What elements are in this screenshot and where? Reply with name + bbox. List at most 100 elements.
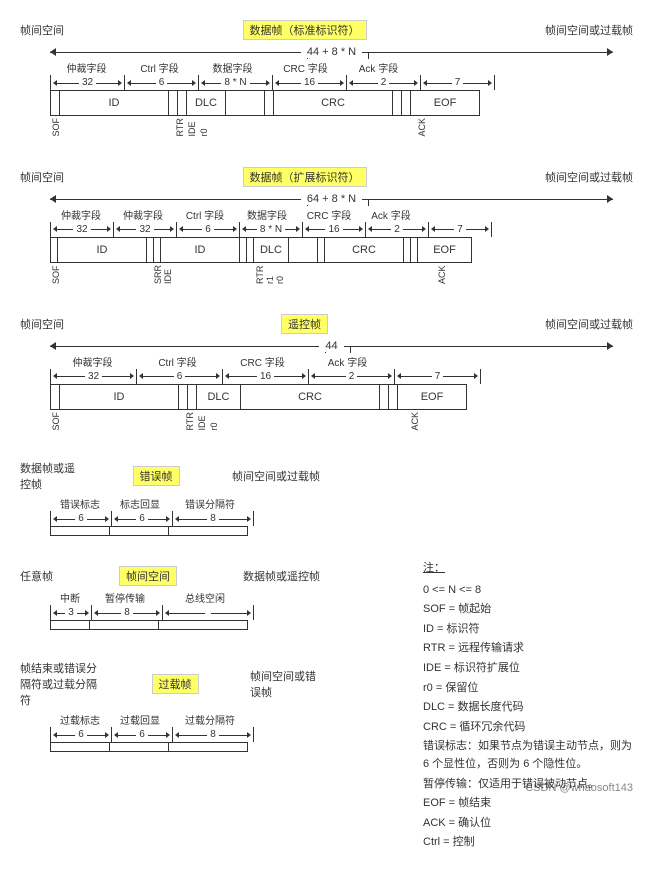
- r1-vlabel: r1: [264, 265, 274, 284]
- segment-label: 仲裁字段: [112, 207, 174, 222]
- overload-frame: 帧结束或错误分隔符或过载分隔符 过载帧 帧间空间或错误帧 过载标志过载回显过载分…: [20, 660, 320, 752]
- any-frame-label: 任意帧: [20, 568, 53, 584]
- vlabel: [440, 118, 512, 137]
- ifs-label: 帧间空间: [20, 22, 64, 38]
- ide-vlabel: IDE: [186, 118, 198, 137]
- crc-box: CRC: [324, 237, 404, 263]
- segment-label: 数据字段: [196, 60, 269, 75]
- segment-label: Ack 字段: [305, 354, 390, 369]
- vlabel: [62, 118, 174, 137]
- segment-label: 仲裁字段: [50, 60, 123, 75]
- eof-box: EOF: [410, 90, 480, 116]
- segment-label: CRC 字段: [269, 60, 342, 75]
- ifs-label: 帧间空间: [20, 316, 64, 332]
- segment-width: 32: [50, 222, 114, 237]
- segment-width: 6: [111, 511, 173, 526]
- r0-vlabel: r0: [198, 118, 240, 137]
- segment-box: [50, 742, 110, 752]
- segment-width: 8: [172, 727, 254, 742]
- note-item: SOF = 帧起始: [423, 601, 633, 619]
- vlabel: [421, 412, 493, 431]
- eof-box: EOF: [417, 237, 472, 263]
- segment-label: 总线空闲: [160, 590, 250, 605]
- segment-label: Ack 字段: [342, 60, 415, 75]
- eof-box: EOF: [397, 384, 467, 410]
- segment-label: CRC 字段: [220, 354, 305, 369]
- r0-vlabel: r0: [274, 265, 312, 284]
- ack-vlabel: ACK: [409, 412, 421, 431]
- segment-width: 2: [308, 369, 395, 384]
- segment-box: [168, 742, 248, 752]
- segment-width: 8 * N: [239, 222, 303, 237]
- segment-width: 8: [172, 511, 254, 526]
- dlc-box: DLC: [186, 90, 226, 116]
- note-item: 暂停传输：仅适用于错误被动节点。: [423, 776, 633, 794]
- vlabel: [493, 412, 495, 431]
- data-frame-standard: 帧间空间 数据帧（标准标识符） 帧间空间或过载帧 44 + 8 * N 仲裁字段…: [20, 20, 633, 137]
- id-box: ID: [59, 384, 179, 410]
- ide-vlabel: IDE: [196, 412, 208, 431]
- segment-width: 6: [111, 727, 173, 742]
- data-remote-label: 数据帧或遥控帧: [243, 568, 320, 584]
- segment-label: Ctrl 字段: [135, 354, 220, 369]
- segment-width: 16: [302, 222, 366, 237]
- ifs-label: 帧间空间: [20, 169, 64, 185]
- frame2-title: 数据帧（扩展标识符）: [243, 167, 367, 187]
- segment-box: [109, 742, 169, 752]
- vlabel: [172, 265, 254, 284]
- frame2-width: 64 + 8 * N: [301, 193, 362, 205]
- segment-label: 错误标志: [50, 496, 110, 511]
- segment-box: [168, 526, 248, 536]
- dlc-box: DLC: [253, 237, 289, 263]
- note-item: ID = 标识符: [423, 621, 633, 639]
- segment-width: 16: [222, 369, 309, 384]
- notes-heading: 注：: [423, 560, 633, 578]
- note-item: 错误标志：如果节点为错误主动节点，则为 6 个显性位，否则为 6 个隐性位。: [423, 738, 633, 773]
- segment-box: [50, 526, 110, 536]
- segment-label: Ctrl 字段: [123, 60, 196, 75]
- note-item: IDE = 标识符扩展位: [423, 660, 633, 678]
- segment-width: 6: [136, 369, 223, 384]
- vlabel: [294, 118, 416, 137]
- segment-width: 6: [50, 511, 112, 526]
- vlabel: [312, 265, 344, 284]
- segment-width: 32: [113, 222, 177, 237]
- note-item: ACK = 确认位: [423, 815, 633, 833]
- rtr-vlabel: RTR: [174, 118, 186, 137]
- vlabel: [354, 265, 436, 284]
- segment-label: 过载回显: [110, 712, 170, 727]
- segment-width: 8 * N: [198, 75, 273, 90]
- segment-label: Ack 字段: [360, 207, 422, 222]
- data-remote-label: 数据帧或遥控帧: [20, 460, 80, 492]
- note-item: EOF = 帧结束: [423, 795, 633, 813]
- segment-width: [162, 605, 254, 620]
- segment-width: 3: [50, 605, 92, 620]
- vlabel: [397, 412, 409, 431]
- note-item: Ctrl = 控制: [423, 834, 633, 852]
- sof-vlabel: SOF: [50, 412, 62, 431]
- segment-label: 标志回显: [110, 496, 170, 511]
- segment-width: 6: [50, 727, 112, 742]
- segment-width: 7: [420, 75, 495, 90]
- segment-width: 6: [124, 75, 199, 90]
- rtr-vlabel: RTR: [254, 265, 264, 284]
- frame4-title: 错误帧: [133, 466, 180, 486]
- ifs-err-label: 帧间空间或错误帧: [250, 668, 320, 700]
- segment-label: [422, 207, 484, 222]
- ifs-overload-label: 帧间空间或过载帧: [545, 316, 633, 332]
- segment-width: 32: [50, 75, 125, 90]
- vlabel: [456, 265, 513, 284]
- segment-width: 6: [176, 222, 240, 237]
- id-box: ID: [59, 90, 169, 116]
- frame6-title: 过载帧: [152, 674, 199, 694]
- frame1-width: 44 + 8 * N: [301, 46, 362, 58]
- segment-box: [109, 526, 169, 536]
- ide-vlabel: IDE: [162, 265, 172, 284]
- segment-box: [50, 620, 90, 630]
- segment-label: 过载分隔符: [170, 712, 250, 727]
- ack-vlabel: ACK: [416, 118, 428, 137]
- sof-vlabel: SOF: [50, 265, 60, 284]
- frame3-width: 44: [319, 340, 343, 352]
- ifs-overload-label: 帧间空间或过载帧: [545, 169, 633, 185]
- crc-box: CRC: [273, 90, 393, 116]
